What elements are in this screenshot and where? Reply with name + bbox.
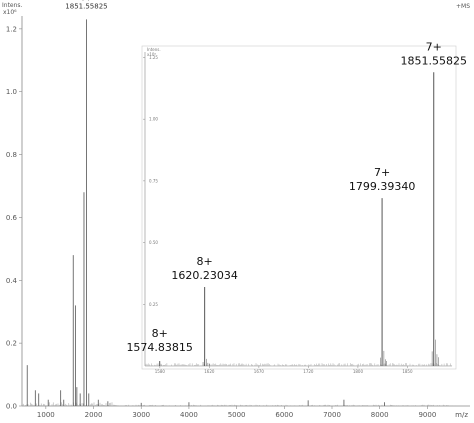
x-tick-label: 9000 (418, 411, 436, 419)
main-plot: Intens. x10⁶ +MS 0.0 0.2 0.4 0.6 0.8 1.0 1.2 1… (2, 0, 470, 419)
x-tick-label: 2000 (85, 411, 103, 419)
inset-plot: Intens. x10⁶ 0.25 0.50 0.75 1.00 1.25 1580 16… (126, 40, 467, 374)
y-tick-label: 0.8 (6, 151, 17, 159)
inset-x-tick-label: 1720 (303, 369, 314, 374)
y-tick-label: 1.0 (6, 88, 17, 96)
y-tick-label: 0.0 (6, 403, 17, 411)
inset-y-tick-label: 0.50 (149, 240, 158, 245)
y-tick-label: 0.4 (6, 277, 18, 285)
inset-y-tick-label: 0.75 (149, 178, 158, 183)
inset-charge-state-label: 7+ (426, 40, 442, 53)
x-tick-label: 1000 (37, 411, 55, 419)
x-tick-label: 8000 (371, 411, 389, 419)
inset-y-tick-label: 1.00 (149, 117, 158, 122)
main-y-multiplier: x10⁶ (3, 9, 17, 16)
inset-mz-value-label: 1851.55825 (400, 54, 466, 67)
inset-charge-state-label: 8+ (197, 255, 213, 268)
main-y-label: Intens. (2, 2, 23, 9)
inset-frame (141, 45, 457, 370)
x-tick-label: 7000 (323, 411, 341, 419)
inset-x-tick-label: 1620 (204, 369, 215, 374)
inset-y-tick-label: 0.25 (149, 302, 158, 307)
inset-mz-value-label: 1574.83815 (126, 341, 192, 354)
inset-y-multiplier: x10⁶ (147, 52, 156, 57)
x-tick-label: 6000 (275, 411, 293, 419)
inset-charge-state-label: 8+ (152, 327, 168, 340)
inset-baseline-noise (145, 363, 453, 366)
charge-state-label: 7+ (81, 0, 91, 2)
inset-mz-value-label: 1620.23034 (171, 269, 237, 282)
x-tick-label: 4000 (180, 411, 198, 419)
inset-x-tick-label: 1850 (402, 369, 413, 374)
main-corner-label: +MS (456, 3, 470, 10)
y-tick-label: 0.6 (6, 214, 18, 222)
y-tick-label: 0.2 (6, 340, 17, 348)
baseline-noise (21, 402, 456, 406)
inset-y-label: Intens. (147, 47, 161, 52)
y-tick-label: 1.2 (6, 25, 17, 33)
inset-mz-value-label: 1799.39340 (349, 180, 415, 193)
x-tick-label: 3000 (132, 411, 150, 419)
x-axis-label: m/z (455, 411, 468, 419)
inset-x-tick-label: 1800 (353, 369, 364, 374)
inset-y-tick-label: 1.25 (149, 55, 158, 60)
inset-x-tick-label: 1580 (155, 369, 166, 374)
inset-charge-state-label: 7+ (374, 166, 390, 179)
mz-value-label: 1851.55825 (65, 2, 107, 10)
inset-x-tick-label: 1670 (254, 369, 265, 374)
x-tick-label: 5000 (228, 411, 246, 419)
